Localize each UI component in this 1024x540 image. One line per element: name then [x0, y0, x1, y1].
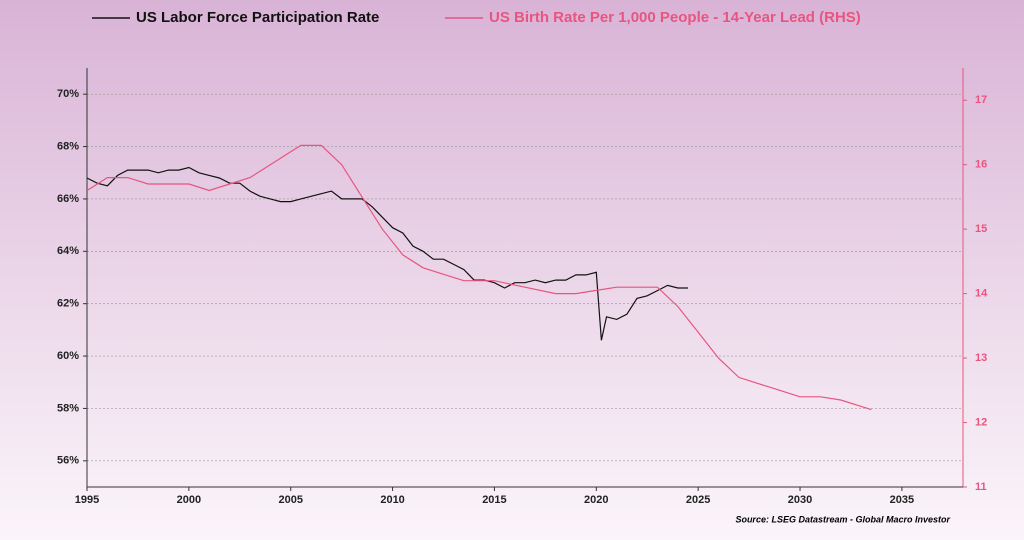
y2-tick-label: 15	[975, 223, 987, 235]
y-tick-label: 56%	[57, 455, 79, 467]
y2-tick-label: 13	[975, 352, 987, 364]
y-tick-label: 64%	[57, 245, 79, 257]
x-tick-label: 2005	[278, 494, 302, 506]
source: Source: LSEG Datastream - Global Macro I…	[735, 514, 950, 524]
y-tick-label: 66%	[57, 193, 79, 205]
x-tick-label: 2035	[890, 494, 914, 506]
x-tick-label: 1995	[75, 494, 99, 506]
y-tick-label: 58%	[57, 402, 79, 414]
x-tick-label: 2025	[686, 494, 710, 506]
data-line	[86, 144, 872, 411]
y-tick-label: 70%	[57, 88, 79, 100]
x-tick-label: 2000	[177, 494, 201, 506]
data-line	[86, 166, 688, 341]
y2-tick-label: 11	[975, 481, 987, 493]
x-tick-label: 2030	[788, 494, 812, 506]
y2-tick-label: 16	[975, 159, 987, 171]
y2-tick-label: 14	[975, 288, 988, 300]
x-tick-label: 2010	[380, 494, 404, 506]
x-tick-label: 2015	[482, 494, 506, 506]
legend-label: US Birth Rate Per 1,000 People - 14-Year…	[489, 9, 861, 26]
y-tick-label: 62%	[57, 298, 79, 310]
x-tick-label: 2020	[584, 494, 608, 506]
y-tick-label: 60%	[57, 350, 79, 362]
y-tick-label: 68%	[57, 140, 79, 152]
legend-label: US Labor Force Participation Rate	[136, 9, 379, 26]
y2-tick-label: 17	[975, 94, 987, 106]
y2-tick-label: 12	[975, 416, 987, 428]
